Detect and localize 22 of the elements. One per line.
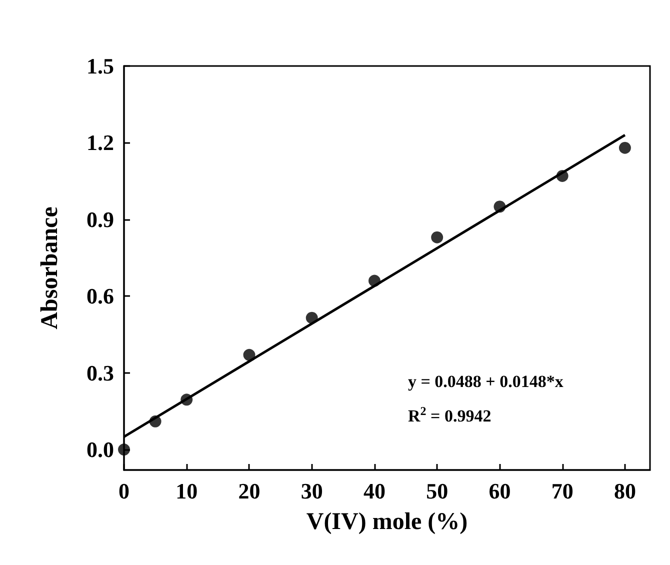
point bbox=[118, 444, 130, 456]
x-tick-label: 20 bbox=[238, 478, 260, 504]
x-tick-label: 10 bbox=[176, 478, 198, 504]
x-axis-title: V(IV) mole (%) bbox=[306, 509, 468, 535]
y-tick-label: 0.6 bbox=[86, 284, 114, 309]
x-tick-label: 40 bbox=[363, 478, 386, 504]
annotation: y = 0.0488 + 0.0148*x bbox=[408, 372, 564, 391]
x-tick-label: 70 bbox=[551, 478, 574, 504]
point bbox=[431, 231, 444, 244]
y-tick-label: 1.2 bbox=[86, 130, 114, 156]
y-axis-title: Absorbance bbox=[37, 206, 63, 330]
point bbox=[243, 348, 256, 361]
x-tick-label: 30 bbox=[300, 478, 323, 504]
y-tick-label: 1.5 bbox=[86, 54, 114, 78]
x-tick-label: 60 bbox=[488, 478, 511, 504]
x-tick-label: 80 bbox=[614, 478, 636, 504]
x-tick-label: 0 bbox=[118, 478, 130, 504]
y-tick-label: 0.0 bbox=[86, 437, 114, 462]
x-tick-label: 50 bbox=[426, 478, 448, 504]
y-tick-label: 0.9 bbox=[86, 206, 114, 232]
y-tick-label: 0.3 bbox=[86, 360, 114, 386]
point bbox=[618, 142, 631, 154]
